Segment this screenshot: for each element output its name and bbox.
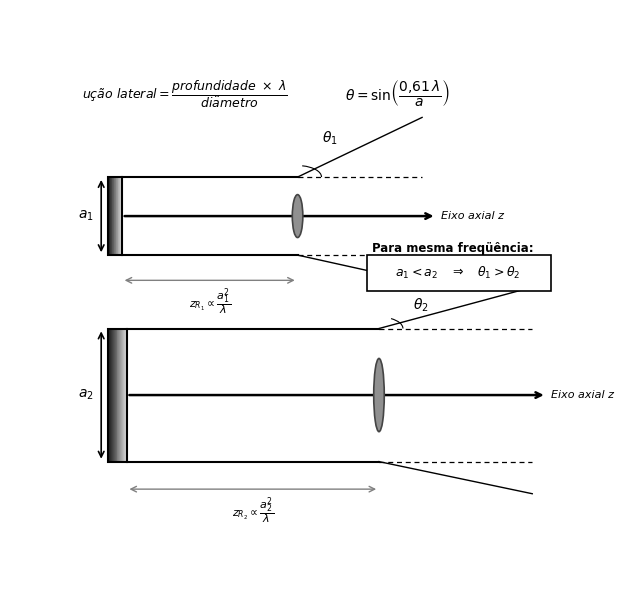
Bar (119, 177, 120, 255)
Bar (109, 328, 110, 462)
Bar (109, 177, 110, 255)
Text: $a_1$: $a_1$ (78, 209, 94, 224)
Text: $\theta_1$: $\theta_1$ (321, 129, 337, 147)
Bar (114, 177, 115, 255)
Bar (116, 177, 117, 255)
Bar (121, 177, 122, 255)
Bar (108, 177, 122, 255)
Bar (108, 177, 109, 255)
Bar (111, 328, 112, 462)
Bar (118, 177, 119, 255)
Bar (115, 177, 116, 255)
Bar (123, 328, 124, 462)
Text: $a_2$: $a_2$ (78, 388, 94, 402)
Bar (112, 177, 113, 255)
Ellipse shape (374, 358, 384, 432)
Bar (120, 177, 121, 255)
Text: $a_1 < a_2 \quad \Rightarrow \quad \theta_1 > \theta_2$: $a_1 < a_2 \quad \Rightarrow \quad \thet… (396, 265, 521, 281)
FancyBboxPatch shape (367, 255, 551, 291)
Ellipse shape (292, 195, 303, 238)
Bar (108, 328, 109, 462)
Bar (113, 328, 114, 462)
Bar (114, 328, 115, 462)
Text: $z_{R_2} \propto \dfrac{a_2^2}{\lambda}$: $z_{R_2} \propto \dfrac{a_2^2}{\lambda}$ (232, 496, 274, 527)
Text: Para mesma freqüência:: Para mesma freqüência: (372, 242, 533, 255)
Bar (122, 328, 123, 462)
Text: Eixo axial z: Eixo axial z (551, 390, 614, 400)
Text: Eixo axial z: Eixo axial z (441, 211, 504, 221)
Bar (117, 177, 118, 255)
Bar (117, 328, 119, 462)
Bar (113, 177, 114, 255)
Text: $ução\ lateral = \dfrac{profundidade\ \times\ \lambda}{di\ddot{a}metro}$: $ução\ lateral = \dfrac{profundidade\ \t… (82, 79, 288, 110)
Bar (119, 328, 121, 462)
Text: $z_{R_1} \propto \dfrac{a_1^2}{\lambda}$: $z_{R_1} \propto \dfrac{a_1^2}{\lambda}$ (188, 287, 231, 318)
Bar (121, 328, 122, 462)
Bar (116, 328, 117, 462)
Bar (110, 328, 111, 462)
Bar (111, 177, 112, 255)
Bar (110, 177, 111, 255)
Text: $\theta = \sin\!\left(\dfrac{0{,}61\,\lambda}{a}\right)$: $\theta = \sin\!\left(\dfrac{0{,}61\,\la… (345, 79, 451, 108)
Text: $\theta_2$: $\theta_2$ (413, 297, 428, 314)
Bar (115, 328, 116, 462)
Bar (108, 328, 127, 462)
Bar (112, 328, 113, 462)
Bar (125, 328, 127, 462)
Bar (124, 328, 125, 462)
